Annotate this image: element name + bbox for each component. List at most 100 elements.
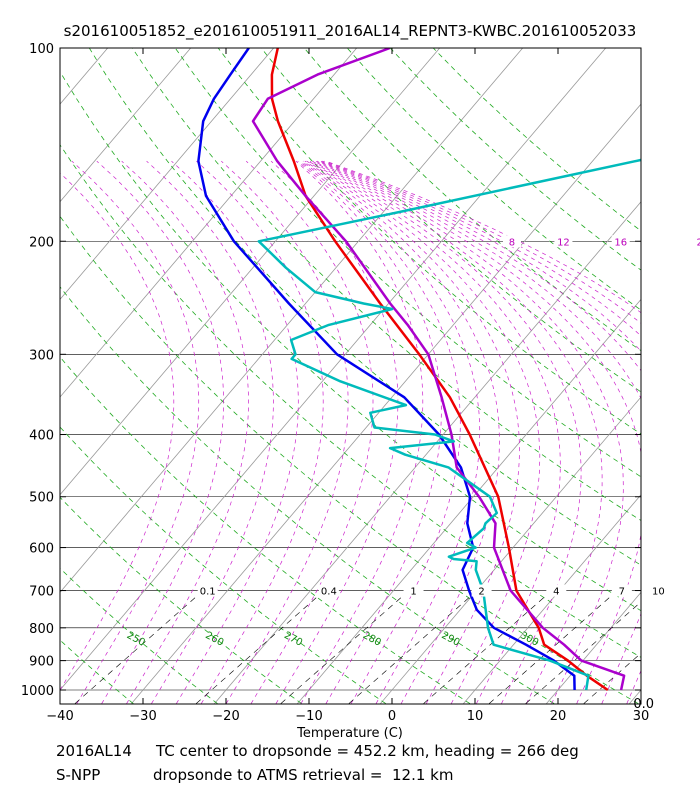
dry-adiabat-line [60, 496, 302, 704]
y-tick-label: 200 [29, 235, 54, 250]
label-bg [611, 235, 630, 248]
series-layer [197, 48, 641, 692]
mixing-ratio-line [525, 601, 641, 704]
mixing-ratio-line [74, 586, 208, 704]
isotherm-line [546, 591, 641, 704]
mixing-ratio-label: 10 [652, 587, 665, 598]
label-bg [318, 584, 339, 597]
label-bg [693, 235, 700, 248]
moist-adiabat-label: 16 [614, 237, 627, 248]
dry-adiabat-line [60, 567, 218, 704]
label-bg [611, 584, 632, 597]
mixing-ratio-label: 0.4 [321, 587, 337, 598]
moist-adiabat-line [221, 160, 349, 704]
mixing-ratio-label: 4 [553, 587, 559, 598]
label-bg [502, 235, 521, 248]
dry-adiabat-line [60, 215, 639, 704]
y-tick-label: 500 [29, 491, 54, 506]
corner-label: 0.0 [633, 697, 654, 712]
grid-layer [0, 34, 641, 704]
moist-adiabat-line [304, 160, 520, 704]
isotherm-line [297, 298, 641, 704]
mixing-ratio-line [423, 586, 557, 704]
dry-adiabat-line [60, 144, 641, 658]
y-tick-label: 900 [29, 655, 54, 670]
storm-id: 2016AL14 [56, 742, 132, 760]
moist-adiabat-line [71, 160, 200, 704]
moist-adiabat-line [302, 160, 500, 704]
mixing-ratio-line [195, 586, 330, 704]
y-tick-label: 1000 [21, 684, 54, 699]
moist-adiabat-line [306, 160, 541, 704]
dry-adiabat-line [60, 286, 555, 704]
x-tick-label: −30 [129, 709, 156, 724]
dry-adiabat-line [131, 48, 641, 521]
dry-adiabat-line [60, 426, 386, 704]
series-temperature-atms-retrieval- [251, 48, 626, 691]
label-bg [471, 584, 492, 597]
moist-adiabat-line [299, 160, 461, 704]
isotherm-line [0, 34, 37, 704]
moist-adiabat-line [146, 160, 274, 704]
mixing-ratio-label: 2 [478, 587, 484, 598]
mixing-ratio-label: 0.1 [200, 587, 216, 598]
chart-title: s201610051852_e201610051911_2016AL14_REP… [63, 22, 637, 40]
moist-adiabat-line [96, 160, 224, 704]
dry-adiabat-line [432, 48, 641, 232]
moist-adiabat-label: 20 [697, 237, 700, 248]
y-tick-label: 800 [29, 622, 54, 637]
satellite-name: S-NPP [56, 766, 101, 784]
x-tick-label: −10 [295, 709, 322, 724]
series-temperature [270, 48, 609, 692]
isotherm-line [60, 48, 441, 496]
y-tick-label: 100 [29, 42, 54, 57]
isotherm-line [60, 48, 275, 301]
x-tick-label: 10 [467, 709, 484, 724]
dry-adiabat-line [88, 48, 641, 566]
dry-adiabat-label: 280 [361, 630, 383, 649]
moist-adiabat-line [313, 160, 624, 704]
moist-adiabat-line [245, 160, 374, 704]
dry-adiabat-line [0, 48, 49, 704]
y-tick-label: 700 [29, 585, 54, 600]
label-bg [403, 584, 424, 597]
retrieval-caption: dropsonde to ATMS retrieval = 12.1 km [153, 766, 454, 784]
isotherm-line [60, 48, 607, 691]
distance-caption: TC center to dropsonde = 452.2 km, headi… [156, 742, 579, 760]
x-tick-label: 0 [388, 709, 396, 724]
isotherm-line [214, 201, 641, 704]
dry-adiabat-line [60, 356, 471, 704]
moist-adiabat-line [297, 160, 442, 704]
series-dewpoint-atms-retrieval- [257, 158, 641, 691]
series-dewpoint [197, 48, 576, 691]
label-bg [648, 584, 669, 597]
x-tick-label: 20 [550, 709, 567, 724]
plot-frame [59, 47, 642, 705]
mixing-ratio-line [280, 586, 414, 704]
dry-adiabat-label: 290 [439, 630, 461, 649]
moist-adiabat-line [270, 160, 399, 704]
moist-adiabat-label: 8 [509, 237, 515, 248]
moist-adiabat-line [301, 160, 481, 704]
x-tick-label: −40 [46, 709, 73, 724]
mixing-ratio-line [488, 586, 623, 704]
y-tick-label: 300 [29, 348, 54, 363]
x-tick-label: −20 [212, 709, 239, 724]
mixing-ratio-label: 1 [410, 587, 416, 598]
moist-adiabat-line [121, 160, 249, 704]
moist-adiabat-line [60, 172, 175, 691]
y-tick-label: 600 [29, 542, 54, 557]
moist-adiabat-line [196, 160, 324, 704]
dry-adiabat-line [60, 70, 641, 612]
moist-adiabat-line [311, 160, 603, 704]
moist-adiabat-label: 12 [557, 237, 570, 248]
y-tick-label: 400 [29, 429, 54, 444]
moist-adiabat-line [315, 160, 641, 704]
x-axis-label: Temperature (C) [296, 726, 403, 741]
isotherm-line [131, 103, 641, 704]
label-bg [554, 235, 573, 248]
isotherm-line [629, 689, 641, 704]
dry-adiabat-label: 260 [203, 630, 225, 649]
